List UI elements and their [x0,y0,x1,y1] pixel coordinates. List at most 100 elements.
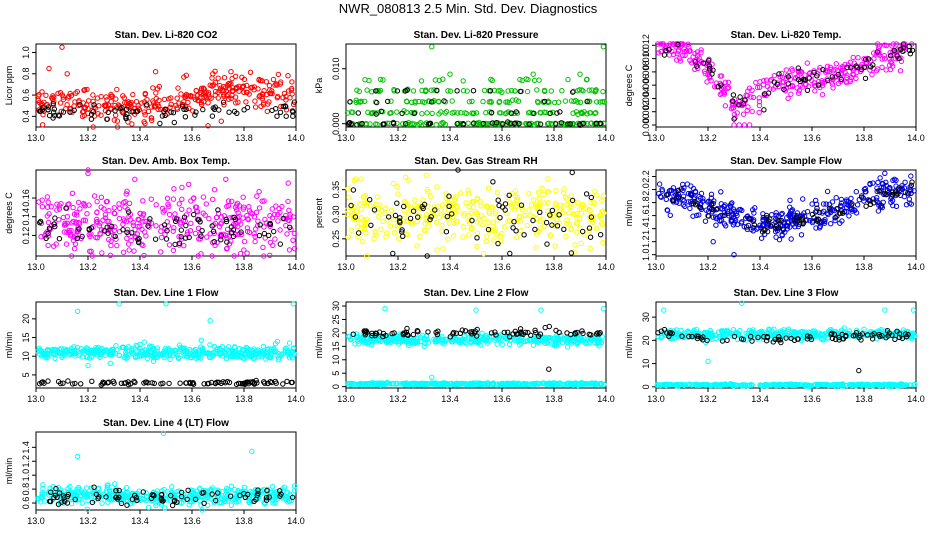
data-point [427,216,433,223]
data-point [850,54,856,61]
data-point [45,378,51,384]
data-point [839,71,845,77]
data-points [35,430,298,513]
data-point [588,199,594,206]
data-point [447,88,454,94]
data-point [686,44,692,50]
data-point [457,330,463,336]
x-tick-label: 13.4 [751,394,769,404]
data-point [731,116,737,122]
data-point [853,63,859,69]
data-point [164,228,170,234]
data-point [159,113,166,119]
data-point [98,194,105,201]
data-point [478,212,484,219]
data-point [152,103,158,109]
data-point [95,344,101,351]
data-point [374,99,380,106]
data-point [588,214,595,220]
data-point [289,91,295,97]
data-point [586,225,593,231]
data-point [737,94,743,100]
data-point [457,381,464,387]
data-point [454,121,460,127]
data-point [84,102,90,108]
x-tick-label: 13.8 [235,133,253,143]
data-point [234,200,241,207]
data-point [194,352,200,358]
data-point [267,354,273,360]
data-point [434,87,440,94]
data-point [692,59,699,65]
data-point [445,207,452,213]
data-point [375,213,382,220]
data-point [601,120,607,126]
data-point [158,228,164,234]
data-point [814,332,821,339]
data-point [179,103,186,110]
data-point [666,188,672,194]
data-point [170,228,176,234]
data-point [197,236,204,242]
data-point [205,350,211,356]
data-point [377,334,383,340]
data-point [438,109,444,115]
data-point [900,41,907,47]
y-tick-label: 1.0 [21,46,31,59]
data-point [359,238,365,245]
data-point [45,104,52,110]
data-point [758,235,765,241]
data-point [256,189,262,195]
data-point [217,233,224,240]
data-point [856,367,862,374]
data-point [291,245,298,252]
data-point [367,203,374,209]
x-tick-label: 13.0 [337,133,355,143]
data-point [192,346,199,353]
data-point [269,88,275,94]
data-point [215,89,221,96]
data-point [188,93,194,99]
data-point [104,224,110,230]
data-point [69,190,76,197]
data-point [834,213,840,219]
data-point [859,193,865,199]
data-point [731,333,738,340]
data-point [85,170,91,177]
data-point [112,102,118,109]
data-point [395,191,401,197]
data-point [871,56,877,62]
data-point [461,210,467,217]
data-point [577,99,584,106]
data-point [528,202,535,208]
data-point [132,226,138,233]
data-point [545,199,551,206]
data-point [677,58,684,64]
data-point [460,121,466,127]
data-point [546,120,552,127]
data-point [783,335,789,341]
data-point [507,250,513,257]
data-point [529,381,535,387]
data-point [566,210,572,216]
data-point [663,196,669,203]
data-point [479,222,486,228]
data-point [761,382,768,389]
data-point [434,184,440,190]
data-point [882,170,888,177]
data-point [124,106,130,113]
data-point [785,74,792,80]
data-point [382,306,388,312]
data-point [891,176,898,183]
data-point [513,228,519,234]
data-point [222,85,229,91]
data-point [568,250,575,256]
data-point [455,110,461,116]
data-point [463,110,470,117]
panel-title: Stan. Dev. Li-820 Pressure [414,30,539,41]
data-point [474,211,481,218]
data-point [750,225,756,231]
